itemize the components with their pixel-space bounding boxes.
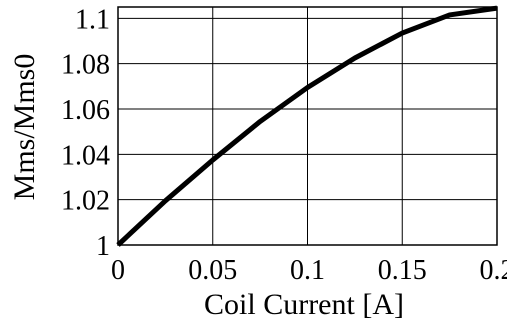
x-tick-label: 0 [111,255,125,286]
x-tick-label: 0.15 [378,255,427,286]
x-tick-label: 0.05 [188,255,237,286]
y-tick-label: 1 [96,231,110,262]
x-tick-labels: 0 0.05 0.1 0.15 0.2 [111,255,507,286]
y-tick-label: 1.08 [61,50,110,81]
y-tick-label: 1.06 [61,95,110,126]
y-tick-label: 1.04 [61,140,110,171]
x-tick-label: 0.1 [290,255,325,286]
y-axis-label: Mms/Mms0 [8,54,41,201]
x-axis-label: Coil Current [A] [204,288,404,321]
y-tick-label: 1.1 [75,4,110,35]
y-tick-labels: 1 1.02 1.04 1.06 1.08 1.1 [61,4,110,262]
x-tick-label: 0.2 [480,255,507,286]
plot-area [118,7,497,245]
y-tick-label: 1.02 [61,186,110,217]
